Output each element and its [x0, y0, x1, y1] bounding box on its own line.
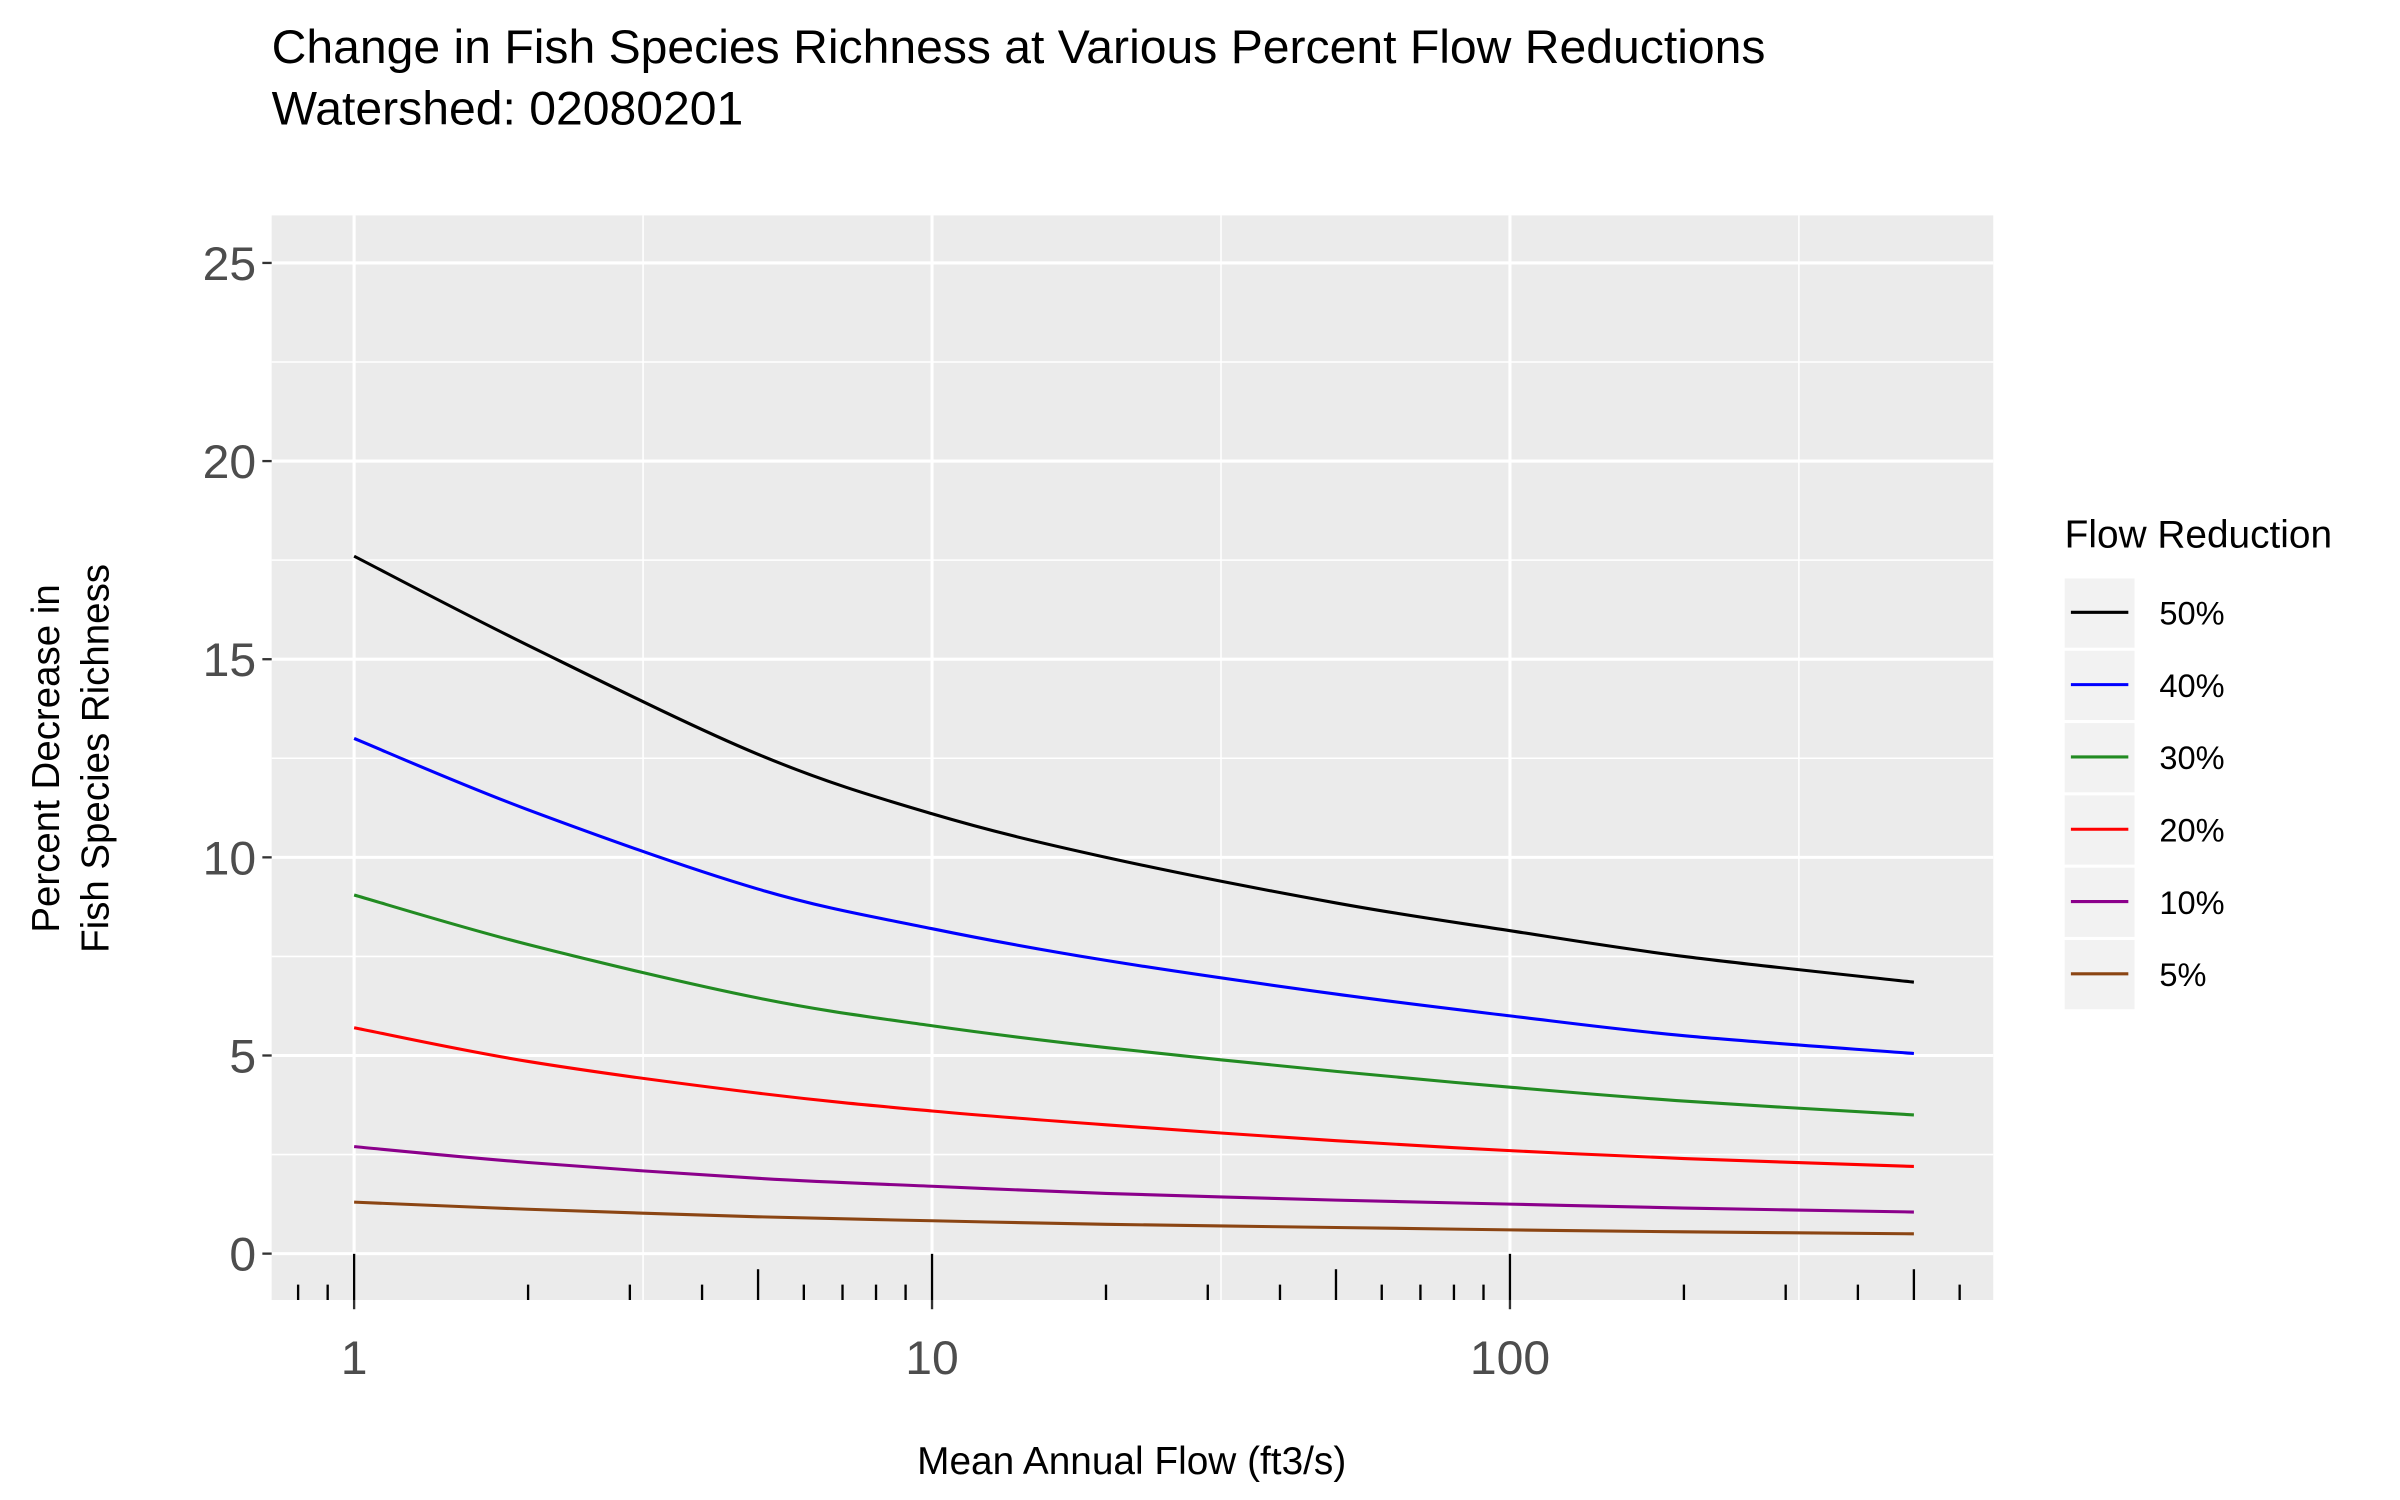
- x-tick-label: 1: [341, 1332, 368, 1385]
- y-tick-label: 10: [203, 832, 257, 885]
- series-lines: [353, 554, 1915, 1236]
- y-tick-label: 5: [229, 1031, 256, 1084]
- series-line-20pct: [353, 1026, 1914, 1168]
- y-tick-label: 15: [203, 634, 257, 687]
- chart-subtitle: Watershed: 02080201: [272, 83, 744, 136]
- x-tick-label: 100: [1470, 1332, 1550, 1385]
- chart-title: Change in Fish Species Richness at Vario…: [272, 21, 1766, 74]
- axes: 0 5 10 15 20 25 1 10 100: [203, 238, 1961, 1385]
- legend-title: Flow Reduction: [2065, 514, 2332, 557]
- legend-label: 30%: [2159, 740, 2224, 776]
- x-tick-label: 10: [905, 1332, 959, 1385]
- y-tick-label: 20: [203, 436, 257, 489]
- legend-label: 50%: [2159, 596, 2224, 632]
- legend-label: 10%: [2159, 885, 2224, 921]
- series-line-40pct: [353, 737, 1915, 1056]
- y-axis-label-line2: Fish Species Richness: [75, 564, 118, 953]
- y-tick-label: 25: [203, 238, 257, 291]
- x-axis-label: Mean Annual Flow (ft3/s): [917, 1440, 1346, 1483]
- series-line-30pct: [353, 893, 1914, 1117]
- series-line-5pct: [354, 1200, 1914, 1236]
- legend: 50% 40% 30% 20% 10% 5%: [2064, 578, 2225, 1010]
- series-line-10pct: [353, 1145, 1914, 1214]
- legend-label: 20%: [2159, 813, 2224, 849]
- y-axis-label-line1: Percent Decrease in: [25, 584, 68, 932]
- y-tick-label: 0: [229, 1229, 256, 1282]
- legend-label: 40%: [2159, 668, 2224, 704]
- series-line-50pct: [353, 554, 1915, 984]
- legend-label: 5%: [2159, 957, 2206, 993]
- grid: [271, 215, 1994, 1300]
